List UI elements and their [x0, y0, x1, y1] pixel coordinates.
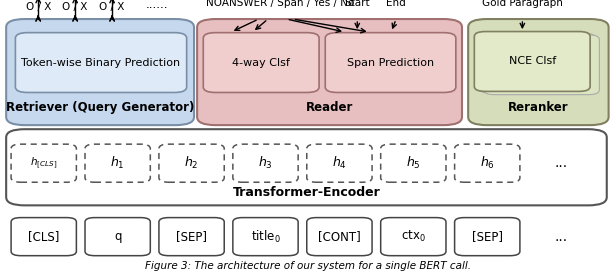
Text: Span Prediction: Span Prediction	[347, 58, 434, 67]
Text: ......: ......	[146, 0, 168, 11]
Text: Reader: Reader	[306, 101, 353, 114]
FancyBboxPatch shape	[468, 19, 609, 125]
FancyBboxPatch shape	[85, 218, 150, 256]
Text: ...: ...	[554, 230, 568, 244]
Text: NCE Clsf: NCE Clsf	[509, 57, 556, 66]
FancyBboxPatch shape	[159, 144, 224, 182]
Text: ...: ...	[554, 156, 568, 170]
Text: Token-wise Binary Prediction: Token-wise Binary Prediction	[22, 58, 180, 67]
Text: $h_6$: $h_6$	[480, 155, 495, 171]
FancyBboxPatch shape	[455, 144, 520, 182]
FancyBboxPatch shape	[484, 35, 599, 95]
Text: 4-way Clsf: 4-way Clsf	[232, 58, 290, 67]
Text: NOANSWER / Span / Yes / No: NOANSWER / Span / Yes / No	[206, 0, 354, 8]
FancyBboxPatch shape	[6, 129, 607, 205]
FancyBboxPatch shape	[479, 33, 595, 93]
Text: ctx$_0$: ctx$_0$	[401, 229, 426, 244]
Text: $h_2$: $h_2$	[184, 155, 199, 171]
Text: O / X: O / X	[25, 2, 51, 12]
Text: [CONT]: [CONT]	[318, 230, 361, 243]
Text: $h_1$: $h_1$	[110, 155, 125, 171]
FancyBboxPatch shape	[85, 144, 150, 182]
FancyBboxPatch shape	[307, 144, 372, 182]
Text: Start: Start	[344, 0, 370, 8]
Text: q: q	[114, 230, 121, 243]
FancyBboxPatch shape	[233, 218, 298, 256]
Text: $h_3$: $h_3$	[258, 155, 273, 171]
FancyBboxPatch shape	[203, 33, 319, 92]
Text: $h_4$: $h_4$	[332, 155, 347, 171]
Text: $h_5$: $h_5$	[406, 155, 421, 171]
Text: Gold Paragraph: Gold Paragraph	[482, 0, 563, 8]
FancyBboxPatch shape	[197, 19, 462, 125]
Text: Reranker: Reranker	[508, 101, 569, 114]
Text: [CLS]: [CLS]	[28, 230, 59, 243]
Text: Transformer-Encoder: Transformer-Encoder	[233, 186, 380, 199]
FancyBboxPatch shape	[15, 33, 187, 92]
FancyBboxPatch shape	[6, 19, 194, 125]
Text: [SEP]: [SEP]	[176, 230, 207, 243]
FancyBboxPatch shape	[11, 218, 76, 256]
Text: $h_{[CLS]}$: $h_{[CLS]}$	[30, 155, 57, 171]
FancyBboxPatch shape	[159, 218, 224, 256]
FancyBboxPatch shape	[474, 32, 590, 91]
Text: Figure 3: The architecture of our system for a single BERT call.: Figure 3: The architecture of our system…	[145, 261, 471, 271]
Text: End: End	[386, 0, 406, 8]
Text: [SEP]: [SEP]	[472, 230, 503, 243]
FancyBboxPatch shape	[455, 218, 520, 256]
FancyBboxPatch shape	[325, 33, 456, 92]
FancyBboxPatch shape	[233, 144, 298, 182]
FancyBboxPatch shape	[307, 218, 372, 256]
Text: O / X: O / X	[62, 2, 88, 12]
FancyBboxPatch shape	[381, 218, 446, 256]
Text: Retriever (Query Generator): Retriever (Query Generator)	[6, 101, 194, 114]
Text: O / X: O / X	[99, 2, 125, 12]
Text: title$_0$: title$_0$	[251, 228, 280, 245]
FancyBboxPatch shape	[11, 144, 76, 182]
FancyBboxPatch shape	[381, 144, 446, 182]
